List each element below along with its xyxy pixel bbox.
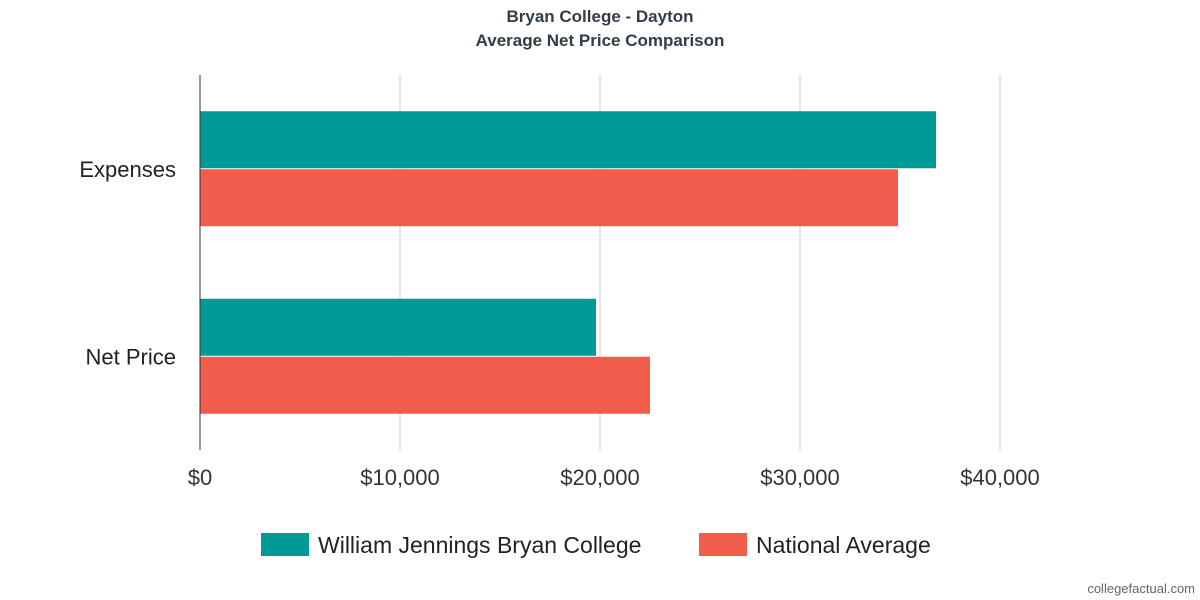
x-tick-label: $10,000 [360,465,440,490]
legend-swatch [699,533,747,556]
legend-label: William Jennings Bryan College [318,532,641,558]
x-tick-label: $30,000 [760,465,840,490]
chart-title: Bryan College - Dayton [506,7,693,26]
category-label: Net Price [86,344,176,369]
category-label: Expenses [79,157,176,182]
bar-expenses-1 [200,169,898,227]
x-tick-labels: $0 $10,000 $20,000 $30,000 $40,000 [188,465,1040,490]
bar-net-price-0 [200,298,596,356]
legend-label: National Average [756,532,931,558]
credit-text: collegefactual.com [1087,581,1195,596]
x-tick-label: $0 [188,465,212,490]
bar-net-price-1 [200,356,650,414]
x-tick-label: $40,000 [960,465,1040,490]
bar-expenses-0 [200,111,936,169]
legend: William Jennings Bryan College National A… [261,532,931,558]
x-tick-label: $20,000 [560,465,640,490]
chart-subtitle: Average Net Price Comparison [476,31,725,50]
legend-swatch [261,533,309,556]
bars [200,111,936,414]
category-labels: Expenses Net Price [79,157,176,370]
